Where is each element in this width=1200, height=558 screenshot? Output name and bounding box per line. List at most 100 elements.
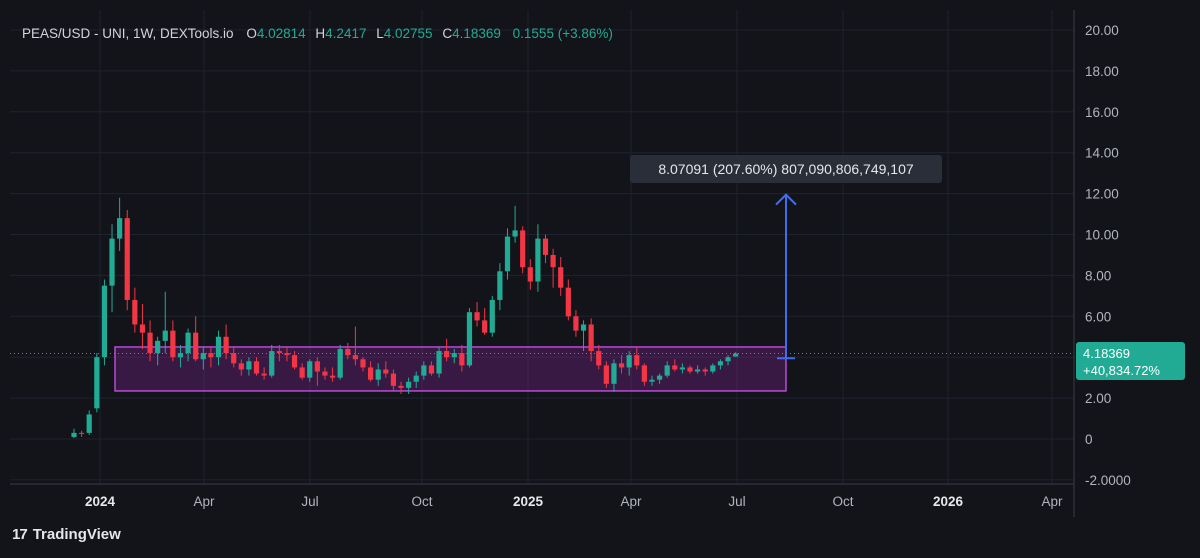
candle-body bbox=[147, 332, 153, 354]
x-tick-label: Apr bbox=[620, 494, 642, 509]
y-tick-label: 8.00 bbox=[1085, 268, 1111, 283]
candle-body bbox=[360, 359, 366, 368]
y-tick-label: 14.00 bbox=[1085, 146, 1119, 161]
candle bbox=[466, 308, 473, 368]
candle bbox=[307, 359, 313, 382]
candle bbox=[421, 361, 427, 380]
candle bbox=[565, 279, 571, 321]
candle-body bbox=[185, 332, 191, 354]
legend-high-label: H bbox=[315, 26, 325, 41]
y-tick-label: 12.00 bbox=[1085, 187, 1119, 202]
candle-body bbox=[497, 271, 503, 300]
candle-body bbox=[482, 320, 488, 333]
x-tick-label: Jul bbox=[728, 494, 745, 509]
candle-body bbox=[687, 367, 693, 372]
candle bbox=[573, 310, 579, 337]
candle bbox=[550, 248, 556, 288]
candle bbox=[200, 346, 206, 370]
candle-body bbox=[345, 349, 351, 356]
candle-body bbox=[527, 267, 533, 282]
candle bbox=[162, 291, 168, 354]
candle bbox=[436, 346, 442, 378]
x-tick-label: Jul bbox=[301, 494, 318, 509]
tradingview-brand[interactable]: 17 TradingView bbox=[12, 526, 121, 543]
candle-body bbox=[398, 385, 404, 388]
candle bbox=[147, 320, 153, 362]
y-tick-label: 16.00 bbox=[1085, 105, 1119, 120]
candle-body bbox=[428, 365, 435, 374]
candle-body bbox=[109, 238, 115, 286]
time-axis[interactable]: 2024 Apr Jul Oct 2025 Apr Jul Oct 2026 Apr bbox=[85, 494, 1063, 509]
candle bbox=[208, 346, 214, 368]
candle-body bbox=[367, 367, 374, 380]
candle-body bbox=[558, 267, 564, 288]
candle-body bbox=[170, 330, 176, 358]
measure-tool[interactable]: 8.07091 (207.60%) 807,090,806,749,107 bbox=[630, 155, 942, 360]
candle-body bbox=[618, 363, 625, 368]
legend-symbol: PEAS/USD - UNI, 1W, DEXTools.io bbox=[22, 26, 234, 41]
candle-body bbox=[155, 340, 161, 354]
price-badge-price: 4.18369 bbox=[1083, 346, 1130, 361]
candle bbox=[94, 353, 100, 413]
candle bbox=[520, 226, 526, 274]
candle-body bbox=[215, 336, 222, 358]
candle-body bbox=[314, 361, 320, 372]
candle-body bbox=[474, 312, 480, 321]
candle bbox=[717, 359, 724, 370]
candle bbox=[132, 287, 138, 333]
candle-body bbox=[269, 351, 275, 376]
x-tick-label: Apr bbox=[1041, 494, 1063, 509]
candle-body bbox=[94, 357, 100, 409]
candle-body bbox=[580, 324, 587, 331]
candle-body bbox=[451, 353, 457, 358]
x-tick-label: Apr bbox=[193, 494, 215, 509]
price-axis[interactable]: 20.00 18.00 16.00 14.00 12.00 10.00 8.00 6.00 4.… bbox=[1085, 23, 1131, 488]
candle-body bbox=[208, 353, 214, 358]
candle bbox=[223, 324, 229, 360]
candle-body bbox=[223, 336, 229, 354]
candle-body bbox=[436, 351, 442, 374]
candle bbox=[710, 363, 716, 374]
price-badge: 4.18369 +40,834.72% bbox=[1076, 342, 1185, 380]
candle-body bbox=[200, 353, 206, 360]
candle bbox=[185, 328, 191, 362]
candle-body bbox=[307, 361, 313, 378]
candle bbox=[641, 363, 647, 386]
measure-label-box bbox=[630, 155, 942, 183]
candle-body bbox=[679, 367, 685, 370]
candle-body bbox=[656, 375, 663, 380]
candle-body bbox=[261, 373, 267, 376]
candle-body bbox=[596, 351, 602, 366]
candle-body bbox=[284, 353, 290, 356]
candle bbox=[284, 346, 290, 362]
candle bbox=[101, 279, 108, 366]
candle bbox=[124, 209, 130, 311]
candle-body bbox=[641, 365, 647, 382]
legend-change: 0.1555 (+3.86%) bbox=[513, 26, 613, 41]
candle-body bbox=[664, 365, 670, 376]
x-tick-label: 2025 bbox=[513, 494, 544, 509]
candle bbox=[360, 357, 366, 372]
candle-body bbox=[611, 363, 617, 384]
candle-body bbox=[383, 369, 389, 374]
candle bbox=[444, 338, 450, 362]
candle-body bbox=[603, 365, 609, 384]
candle-body bbox=[421, 365, 427, 376]
candle bbox=[269, 344, 275, 378]
legend-high-value: 4.2417 bbox=[325, 26, 366, 41]
candle-body bbox=[291, 355, 298, 368]
candle-body bbox=[717, 361, 724, 366]
candle-body bbox=[390, 373, 397, 386]
price-badge-change: +40,834.72% bbox=[1083, 363, 1160, 378]
y-tick-label: 6.00 bbox=[1085, 309, 1111, 324]
candle-body bbox=[79, 432, 85, 434]
candle bbox=[558, 256, 564, 296]
candle bbox=[352, 326, 358, 366]
candle-body bbox=[444, 351, 450, 358]
candle bbox=[345, 342, 351, 360]
candle-body bbox=[504, 236, 511, 272]
price-badge-box bbox=[1076, 342, 1185, 380]
candle-body bbox=[238, 363, 244, 370]
